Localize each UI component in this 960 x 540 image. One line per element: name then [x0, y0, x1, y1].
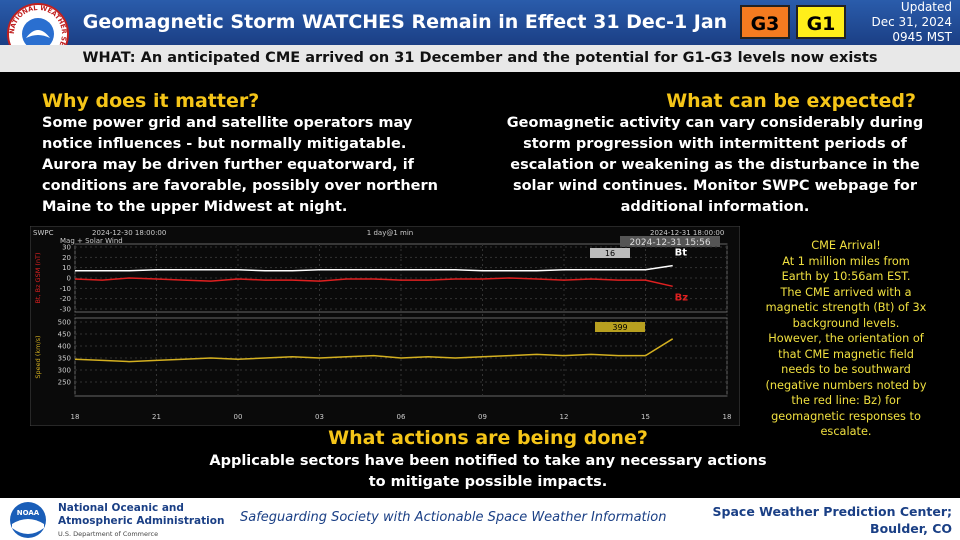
- series-line: [74, 338, 674, 363]
- center: Space Weather Prediction Center; Boulder…: [713, 503, 952, 537]
- value-box: [590, 248, 630, 258]
- plot-text: 03: [315, 413, 324, 421]
- series-line: [75, 264, 673, 272]
- plot-text: Bt, Bz GSM (nT): [34, 252, 42, 303]
- text-line: needs to be southward: [781, 363, 911, 376]
- plot-text: 12: [560, 413, 569, 421]
- paragraph: Geomagnetic activity can vary considerab…: [500, 113, 930, 218]
- plot-text: 0: [67, 275, 71, 283]
- plot-text: 300: [58, 367, 71, 375]
- plot-text: 250: [58, 379, 71, 387]
- agency-line: National Oceanic and: [58, 502, 184, 514]
- paragraph: Some power grid and satellite operators …: [42, 113, 438, 218]
- center-line: Space Weather Prediction Center;: [712, 504, 952, 519]
- text-line: Earth by 10:56am EST.: [781, 270, 911, 283]
- title: Geomagnetic Storm WATCHES Remain in Effe…: [82, 11, 728, 33]
- agency: National Oceanic and Atmospheric Adminis…: [58, 502, 224, 540]
- text-line: The CME arrived with a: [780, 285, 912, 299]
- text-line: background levels.: [792, 316, 900, 330]
- text-line: additional information.: [620, 199, 810, 215]
- plot-text: 15: [641, 413, 650, 421]
- plot-text: 30: [62, 244, 71, 252]
- updated-line: Dec 31, 2024: [871, 15, 952, 29]
- text-line: storm progression with intermittent peri…: [523, 136, 907, 152]
- plot-text: 2024-12-31 18:00:00: [650, 229, 724, 237]
- department: U.S. Department of Commerce: [58, 530, 159, 538]
- plot-text: 1 day@1 min: [367, 229, 413, 237]
- text-line: the red line: Bz) for: [791, 394, 901, 407]
- badge: G3: [740, 5, 790, 39]
- current-bt: 16: [605, 249, 615, 258]
- text-line: to mitigate possible impacts.: [368, 474, 608, 490]
- heading: What can be expected?: [666, 90, 916, 112]
- plot-text: 2024-12-30 18:00:00: [92, 229, 166, 237]
- plot-text: 2024-12-31 15:56: [629, 238, 710, 248]
- plot-text: Speed (km/s): [34, 335, 42, 378]
- plot-text: -20: [60, 295, 71, 303]
- slogan: Safeguarding Society with Actionable Spa…: [240, 510, 667, 525]
- updated-line: 0945 MST: [892, 30, 952, 44]
- text-line: At 1 million miles from: [782, 254, 910, 268]
- plot-text: Bt: [675, 248, 688, 259]
- logo-text: NOAA: [17, 509, 40, 517]
- plot-text: 18: [723, 413, 732, 421]
- text-line: CME Arrival!: [811, 239, 881, 252]
- center-line: Boulder, CO: [870, 521, 952, 536]
- heading: Why does it matter?: [42, 90, 260, 112]
- heading: What actions are being done?: [328, 427, 648, 449]
- noaa-logo: NOAA: [10, 502, 46, 538]
- updated-line: Updated: [900, 0, 952, 14]
- plot-text: 400: [58, 343, 71, 351]
- text-line: conditions are favorable, possibly over …: [42, 178, 438, 194]
- plot-text: SWPC: [33, 229, 54, 237]
- text-line: geomagnetic responses to: [771, 409, 921, 423]
- plot-text: 450: [58, 331, 71, 339]
- text-line: However, the orientation of: [768, 332, 924, 345]
- value-box: [595, 322, 645, 332]
- paragraph: Applicable sectors have been notified to…: [0, 451, 960, 493]
- plot-text: 500: [58, 319, 71, 327]
- plot-text: Mag + Solar Wind: [60, 237, 123, 245]
- plot-text: 09: [478, 413, 487, 421]
- text-line: magnetic strength (Bt) of 3x: [765, 301, 927, 314]
- plot-text: 06: [397, 413, 406, 421]
- text-line: Aurora may be driven further equatorward…: [42, 157, 414, 173]
- text-line: Maine to the upper Midwest at night.: [42, 199, 348, 215]
- text-line: Some power grid and satellite operators …: [42, 115, 413, 131]
- text-line: solar wind continues. Monitor SWPC webpa…: [512, 178, 918, 194]
- plot-text: 00: [234, 413, 243, 421]
- text-line: Applicable sectors have been notified to…: [209, 453, 767, 469]
- plot-text: 350: [58, 355, 71, 363]
- plot-text: -30: [60, 306, 71, 314]
- plot-text: Bz: [675, 292, 689, 303]
- series-line: [74, 277, 673, 288]
- badge: G1: [796, 5, 846, 39]
- header: NATIONAL WEATHER SERVICE Geomagnetic Sto…: [0, 0, 960, 65]
- text-line: notice influences - but normally mitigat…: [42, 136, 407, 152]
- text-line: that CME magnetic field: [778, 347, 914, 361]
- updated: Updated Dec 31, 2024 0945 MST: [852, 0, 952, 45]
- plot-text: -10: [60, 285, 71, 293]
- plot-text: 20: [62, 254, 71, 262]
- text-line: escalation or weakening as the disturban…: [510, 157, 920, 173]
- current-speed: 399: [612, 323, 627, 332]
- plot-text: 18: [71, 413, 80, 421]
- text-line: Geomagnetic activity can vary considerab…: [506, 115, 924, 131]
- text-line: (negative numbers noted by: [765, 378, 927, 392]
- now-box: [620, 236, 720, 247]
- plot-text: 10: [62, 264, 71, 272]
- subheader: WHAT: An anticipated CME arrived on 31 D…: [0, 45, 960, 72]
- footer: NOAA National Oceanic and Atmospheric Ad…: [0, 498, 960, 540]
- plot-text: 21: [152, 413, 161, 421]
- note: CME Arrival! At 1 million miles from Earth…: [752, 238, 940, 440]
- agency-line: Atmospheric Administration: [58, 515, 225, 527]
- text-line: escalate.: [820, 425, 872, 438]
